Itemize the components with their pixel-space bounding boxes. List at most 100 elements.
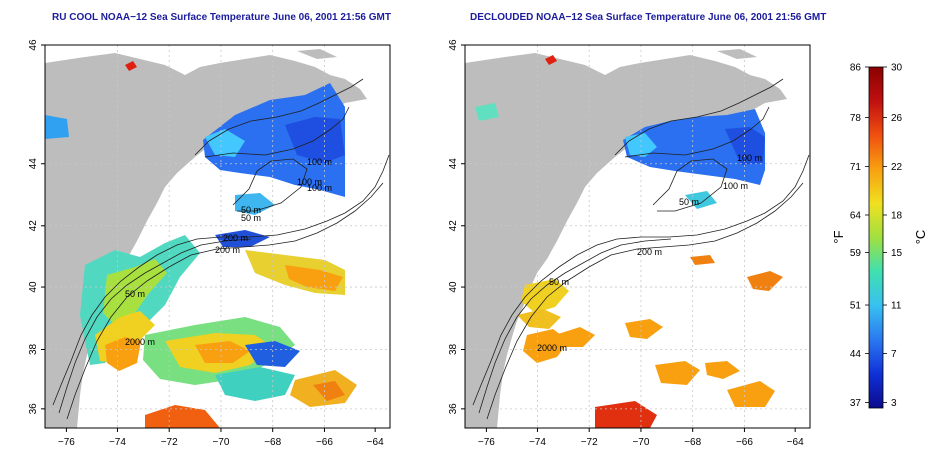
x-tick-label: −76 bbox=[478, 437, 495, 448]
right-map-title: DECLOUDED NOAA−12 Sea Surface Temperatur… bbox=[470, 12, 827, 23]
bathymetry-contour bbox=[66, 182, 384, 420]
land-mass bbox=[45, 53, 367, 428]
contour-label: 50 m bbox=[241, 205, 261, 215]
contour-label: 50 m bbox=[125, 289, 145, 299]
sst-data-patch bbox=[727, 381, 775, 407]
temperature-colorbar: 86 30 78 26 71 22 64 18 59 15 51 11 44 7 37 3 °F °C bbox=[831, 63, 928, 410]
celsius-tick-label: 11 bbox=[891, 301, 902, 312]
sst-data-patch bbox=[747, 271, 783, 291]
x-tick-label: −68 bbox=[684, 437, 701, 448]
sst-data-patch bbox=[475, 103, 499, 121]
fahrenheit-tick-label: 51 bbox=[850, 301, 862, 312]
celsius-tick-label: 3 bbox=[891, 398, 897, 409]
island-land bbox=[717, 49, 757, 59]
x-tick-label: −70 bbox=[212, 437, 229, 448]
fahrenheit-tick-label: 64 bbox=[850, 210, 862, 221]
y-tick-label: 46 bbox=[28, 39, 39, 51]
island-land bbox=[297, 49, 337, 59]
x-tick-label: −72 bbox=[581, 437, 598, 448]
sst-data-patch bbox=[203, 83, 345, 197]
sst-data-patch bbox=[145, 405, 220, 428]
contour-label: 200 m bbox=[223, 233, 248, 243]
bathymetry-contour bbox=[232, 158, 308, 212]
sst-data-patch bbox=[205, 129, 245, 157]
bathymetry-contour bbox=[478, 238, 672, 414]
sst-data-patch bbox=[705, 361, 740, 379]
sst-data-patch bbox=[625, 319, 663, 339]
x-tick-label: −74 bbox=[109, 437, 126, 448]
contour-label: 200 m bbox=[215, 245, 240, 255]
contour-label: 100 m bbox=[737, 153, 762, 163]
contour-label: 50 m bbox=[549, 277, 569, 287]
sst-data-patch bbox=[313, 381, 345, 401]
fahrenheit-tick-label: 59 bbox=[850, 248, 862, 259]
sst-data-patch bbox=[245, 341, 300, 367]
sst-data-patch bbox=[595, 401, 657, 428]
y-tick-label: 46 bbox=[448, 39, 459, 51]
sst-data-patch bbox=[725, 127, 765, 165]
contour-label: 100 m bbox=[307, 157, 332, 167]
sst-data-patch bbox=[105, 337, 141, 371]
celsius-tick-label: 30 bbox=[891, 63, 903, 74]
sst-data-patch bbox=[45, 115, 69, 139]
bathymetry-contour bbox=[486, 182, 804, 420]
y-tick-label: 44 bbox=[28, 158, 39, 170]
sst-data-patch bbox=[655, 361, 700, 385]
celsius-tick-label: 18 bbox=[891, 210, 903, 221]
sst-data-patch bbox=[623, 109, 765, 185]
x-tick-label: −72 bbox=[161, 437, 178, 448]
x-tick-label: −76 bbox=[58, 437, 75, 448]
contour-label: 200 m bbox=[637, 247, 662, 257]
sst-data-patch bbox=[545, 55, 557, 65]
land-mass bbox=[465, 53, 787, 428]
sst-data-patch bbox=[690, 255, 715, 265]
sst-data-patch bbox=[215, 230, 270, 247]
x-tick-label: −64 bbox=[367, 437, 384, 448]
fahrenheit-tick-label: 71 bbox=[850, 162, 862, 173]
sst-data-patch bbox=[521, 279, 569, 313]
map-frame bbox=[44, 44, 391, 429]
x-tick-label: −68 bbox=[264, 437, 281, 448]
left-map-title: RU COOL NOAA−12 Sea Surface Temperature … bbox=[52, 12, 391, 23]
sst-data-patch bbox=[103, 259, 167, 327]
contour-label: 50 m bbox=[241, 213, 261, 223]
x-tick-label: −66 bbox=[316, 437, 333, 448]
contour-label: 2000 m bbox=[125, 337, 155, 347]
y-tick-label: 40 bbox=[448, 281, 459, 293]
bathymetry-contour bbox=[652, 158, 728, 212]
bathymetry-contour bbox=[204, 106, 350, 158]
sst-data-patch bbox=[125, 61, 137, 71]
contour-label: 100 m bbox=[297, 177, 322, 187]
bathymetry-contour bbox=[624, 106, 770, 158]
celsius-tick-label: 22 bbox=[891, 162, 903, 173]
fahrenheit-tick-label: 37 bbox=[850, 398, 862, 409]
sst-data-patch bbox=[555, 327, 595, 347]
y-tick-label: 36 bbox=[28, 403, 39, 415]
fahrenheit-tick-label: 44 bbox=[850, 349, 862, 360]
x-tick-label: −70 bbox=[632, 437, 649, 448]
y-tick-label: 38 bbox=[448, 343, 459, 355]
contour-label: 100 m bbox=[307, 183, 332, 193]
bathymetry-contour bbox=[472, 154, 810, 406]
celsius-axis-label: °C bbox=[913, 230, 928, 245]
y-tick-label: 36 bbox=[448, 403, 459, 415]
sst-data-patch bbox=[517, 309, 561, 329]
x-tick-label: −74 bbox=[529, 437, 546, 448]
map-frame bbox=[464, 44, 811, 429]
contour-label: 50 m bbox=[679, 197, 699, 207]
y-tick-label: 38 bbox=[28, 343, 39, 355]
celsius-tick-label: 15 bbox=[891, 248, 903, 259]
fahrenheit-tick-label: 78 bbox=[850, 113, 862, 124]
sst-map-panel: 100 m 100 m 50 m 200 m 50 m 2000 m −76 −74 −72 −7… bbox=[448, 39, 811, 448]
y-tick-label: 42 bbox=[28, 220, 39, 232]
y-tick-label: 44 bbox=[448, 158, 459, 170]
sst-data-patch bbox=[285, 265, 343, 291]
celsius-tick-label: 26 bbox=[891, 113, 903, 124]
colorbar-gradient bbox=[868, 66, 884, 409]
bathymetry-contour bbox=[614, 78, 784, 156]
x-tick-label: −64 bbox=[787, 437, 804, 448]
contour-label: 100 m bbox=[723, 181, 748, 191]
